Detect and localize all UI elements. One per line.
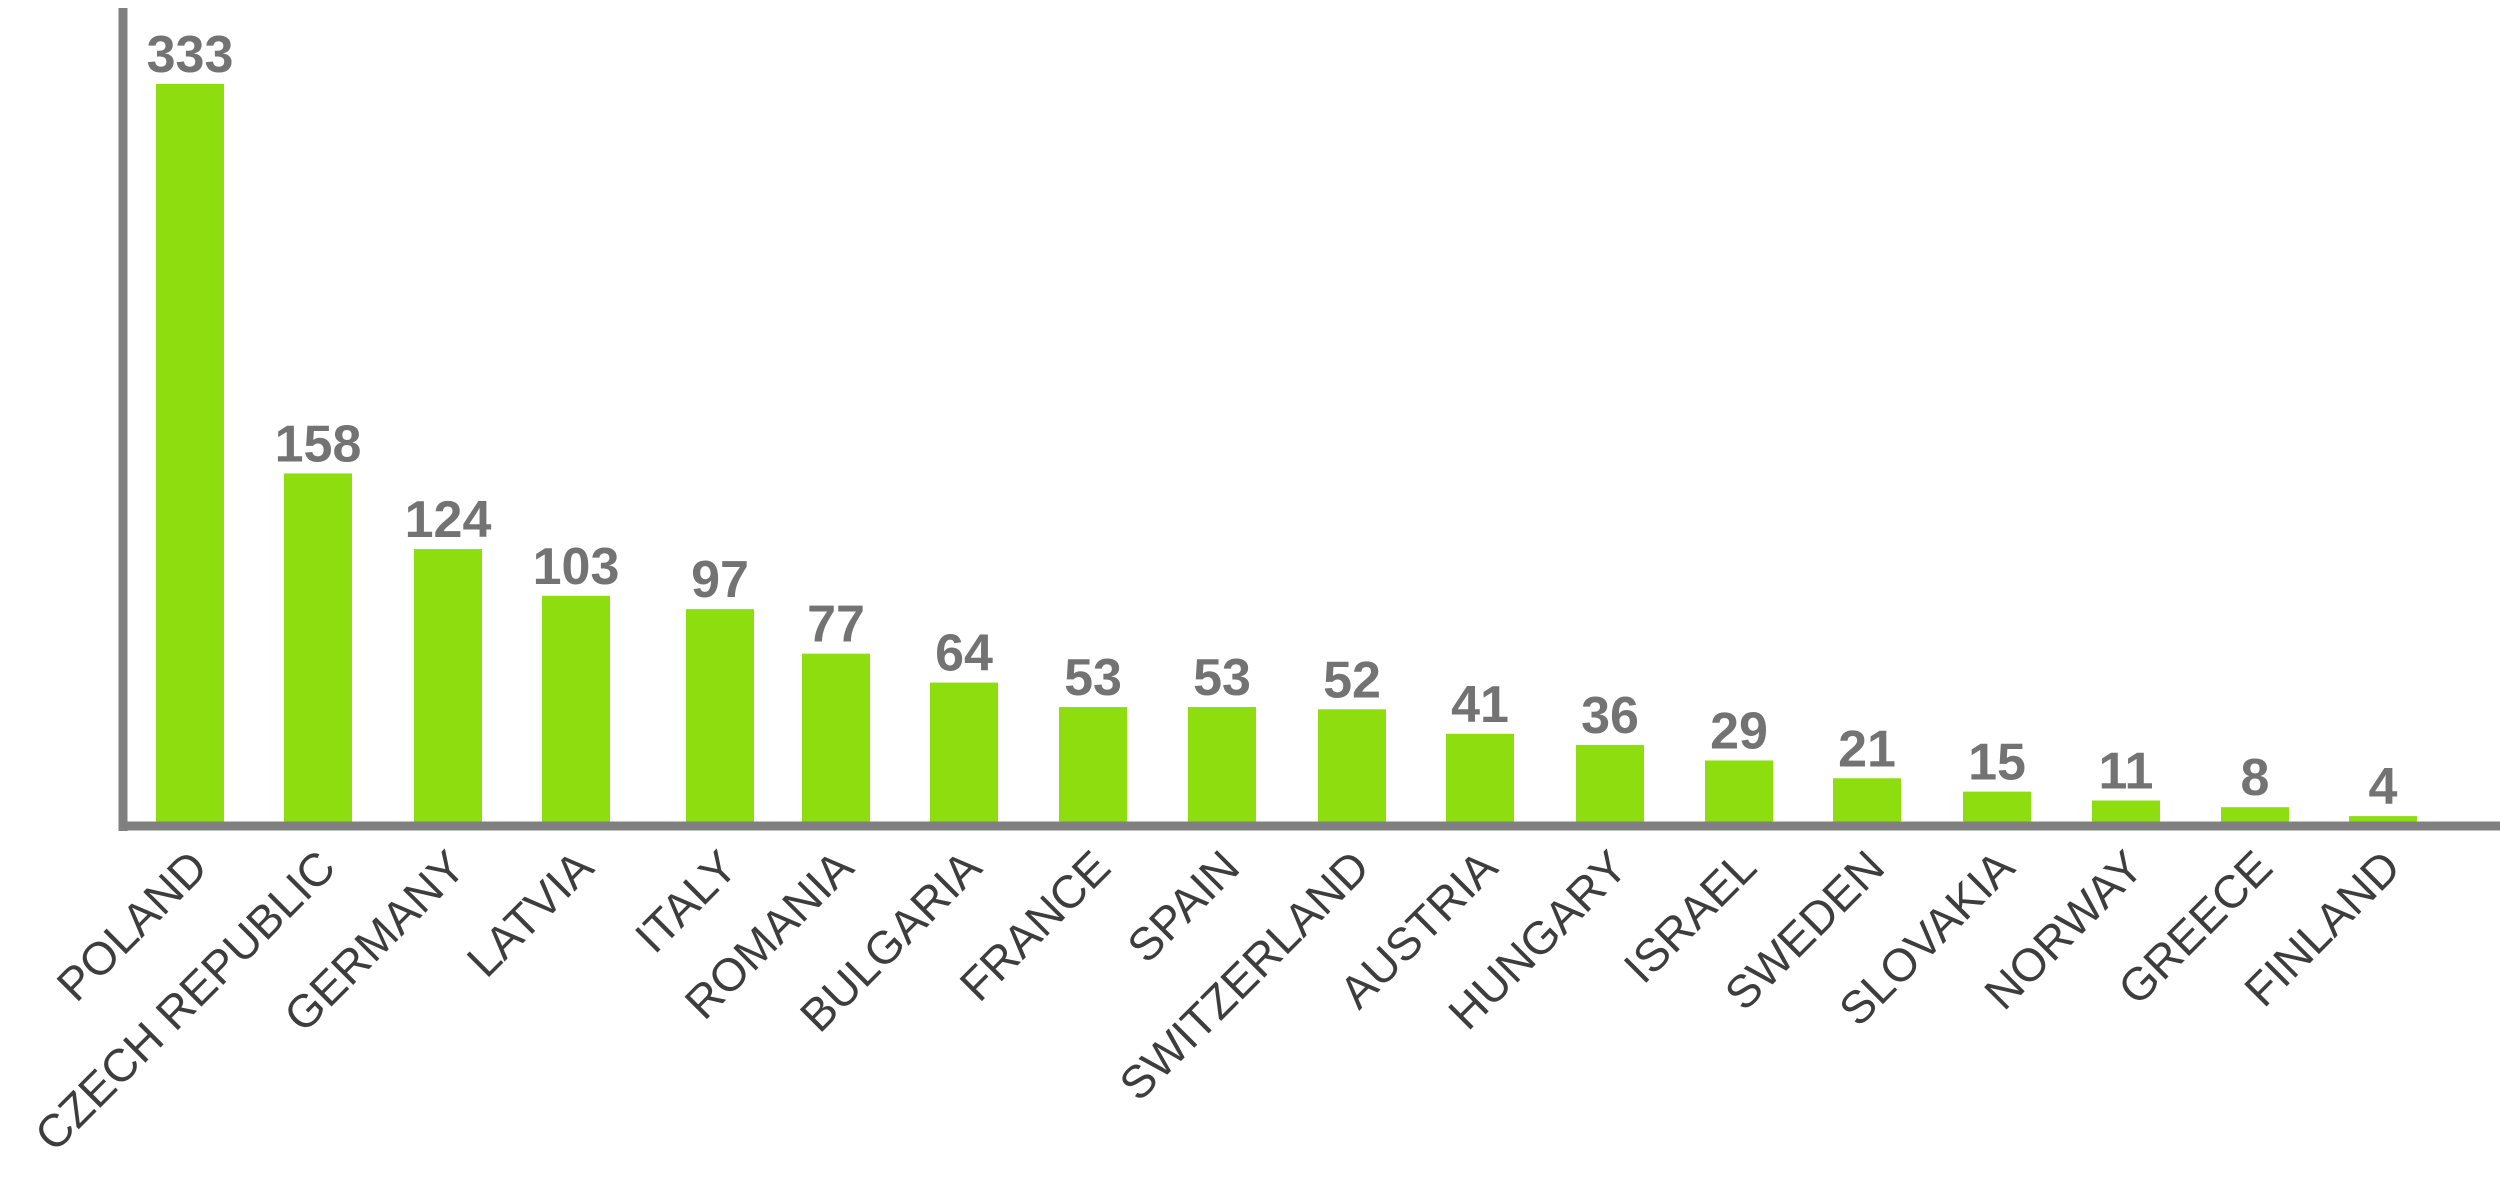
bar-norway	[2092, 800, 2160, 825]
value-label: 53	[1193, 649, 1251, 707]
value-label: 103	[533, 538, 620, 596]
bar-austria	[1446, 733, 1514, 825]
bar-slovakia	[1963, 791, 2031, 825]
value-label: 77	[807, 596, 865, 654]
value-label: 8	[2241, 749, 2270, 807]
value-label: 124	[405, 491, 492, 549]
value-label: 64	[935, 625, 993, 683]
value-label: 158	[275, 415, 362, 473]
bar-bulgaria	[930, 682, 998, 825]
value-label: 15	[1968, 734, 2026, 792]
bar-czech-republic	[284, 473, 352, 825]
bar-sweden	[1833, 778, 1901, 825]
value-label: 53	[1064, 649, 1122, 707]
bar-greece	[2221, 807, 2289, 825]
value-label: 21	[1838, 720, 1896, 778]
bar-latvia	[542, 595, 610, 825]
bar-italy	[686, 609, 754, 825]
bar-spain	[1188, 707, 1256, 825]
value-labels-layer: 333 158 124 103 97 77 64 53 53 52 41 36 29 21 15 11 8 4	[147, 26, 2398, 816]
value-label: 4	[2369, 758, 2398, 816]
value-label: 97	[691, 551, 749, 609]
value-label: 29	[1710, 702, 1768, 760]
bar-hungary	[1576, 744, 1644, 825]
bar-france	[1059, 707, 1127, 825]
value-label: 52	[1323, 651, 1381, 709]
bar-germany	[414, 549, 482, 825]
bar-romania	[802, 653, 870, 825]
bars-layer	[156, 84, 2417, 825]
bar-poland	[156, 84, 224, 825]
value-label: 11	[2099, 743, 2154, 801]
value-label: 41	[1451, 676, 1509, 734]
bar-israel	[1705, 760, 1773, 825]
value-label: 333	[147, 26, 234, 84]
category-label: LATVIA	[457, 840, 604, 987]
value-label: 36	[1581, 687, 1639, 745]
bar-switzerland	[1318, 709, 1386, 825]
bar-finland	[2349, 816, 2417, 825]
